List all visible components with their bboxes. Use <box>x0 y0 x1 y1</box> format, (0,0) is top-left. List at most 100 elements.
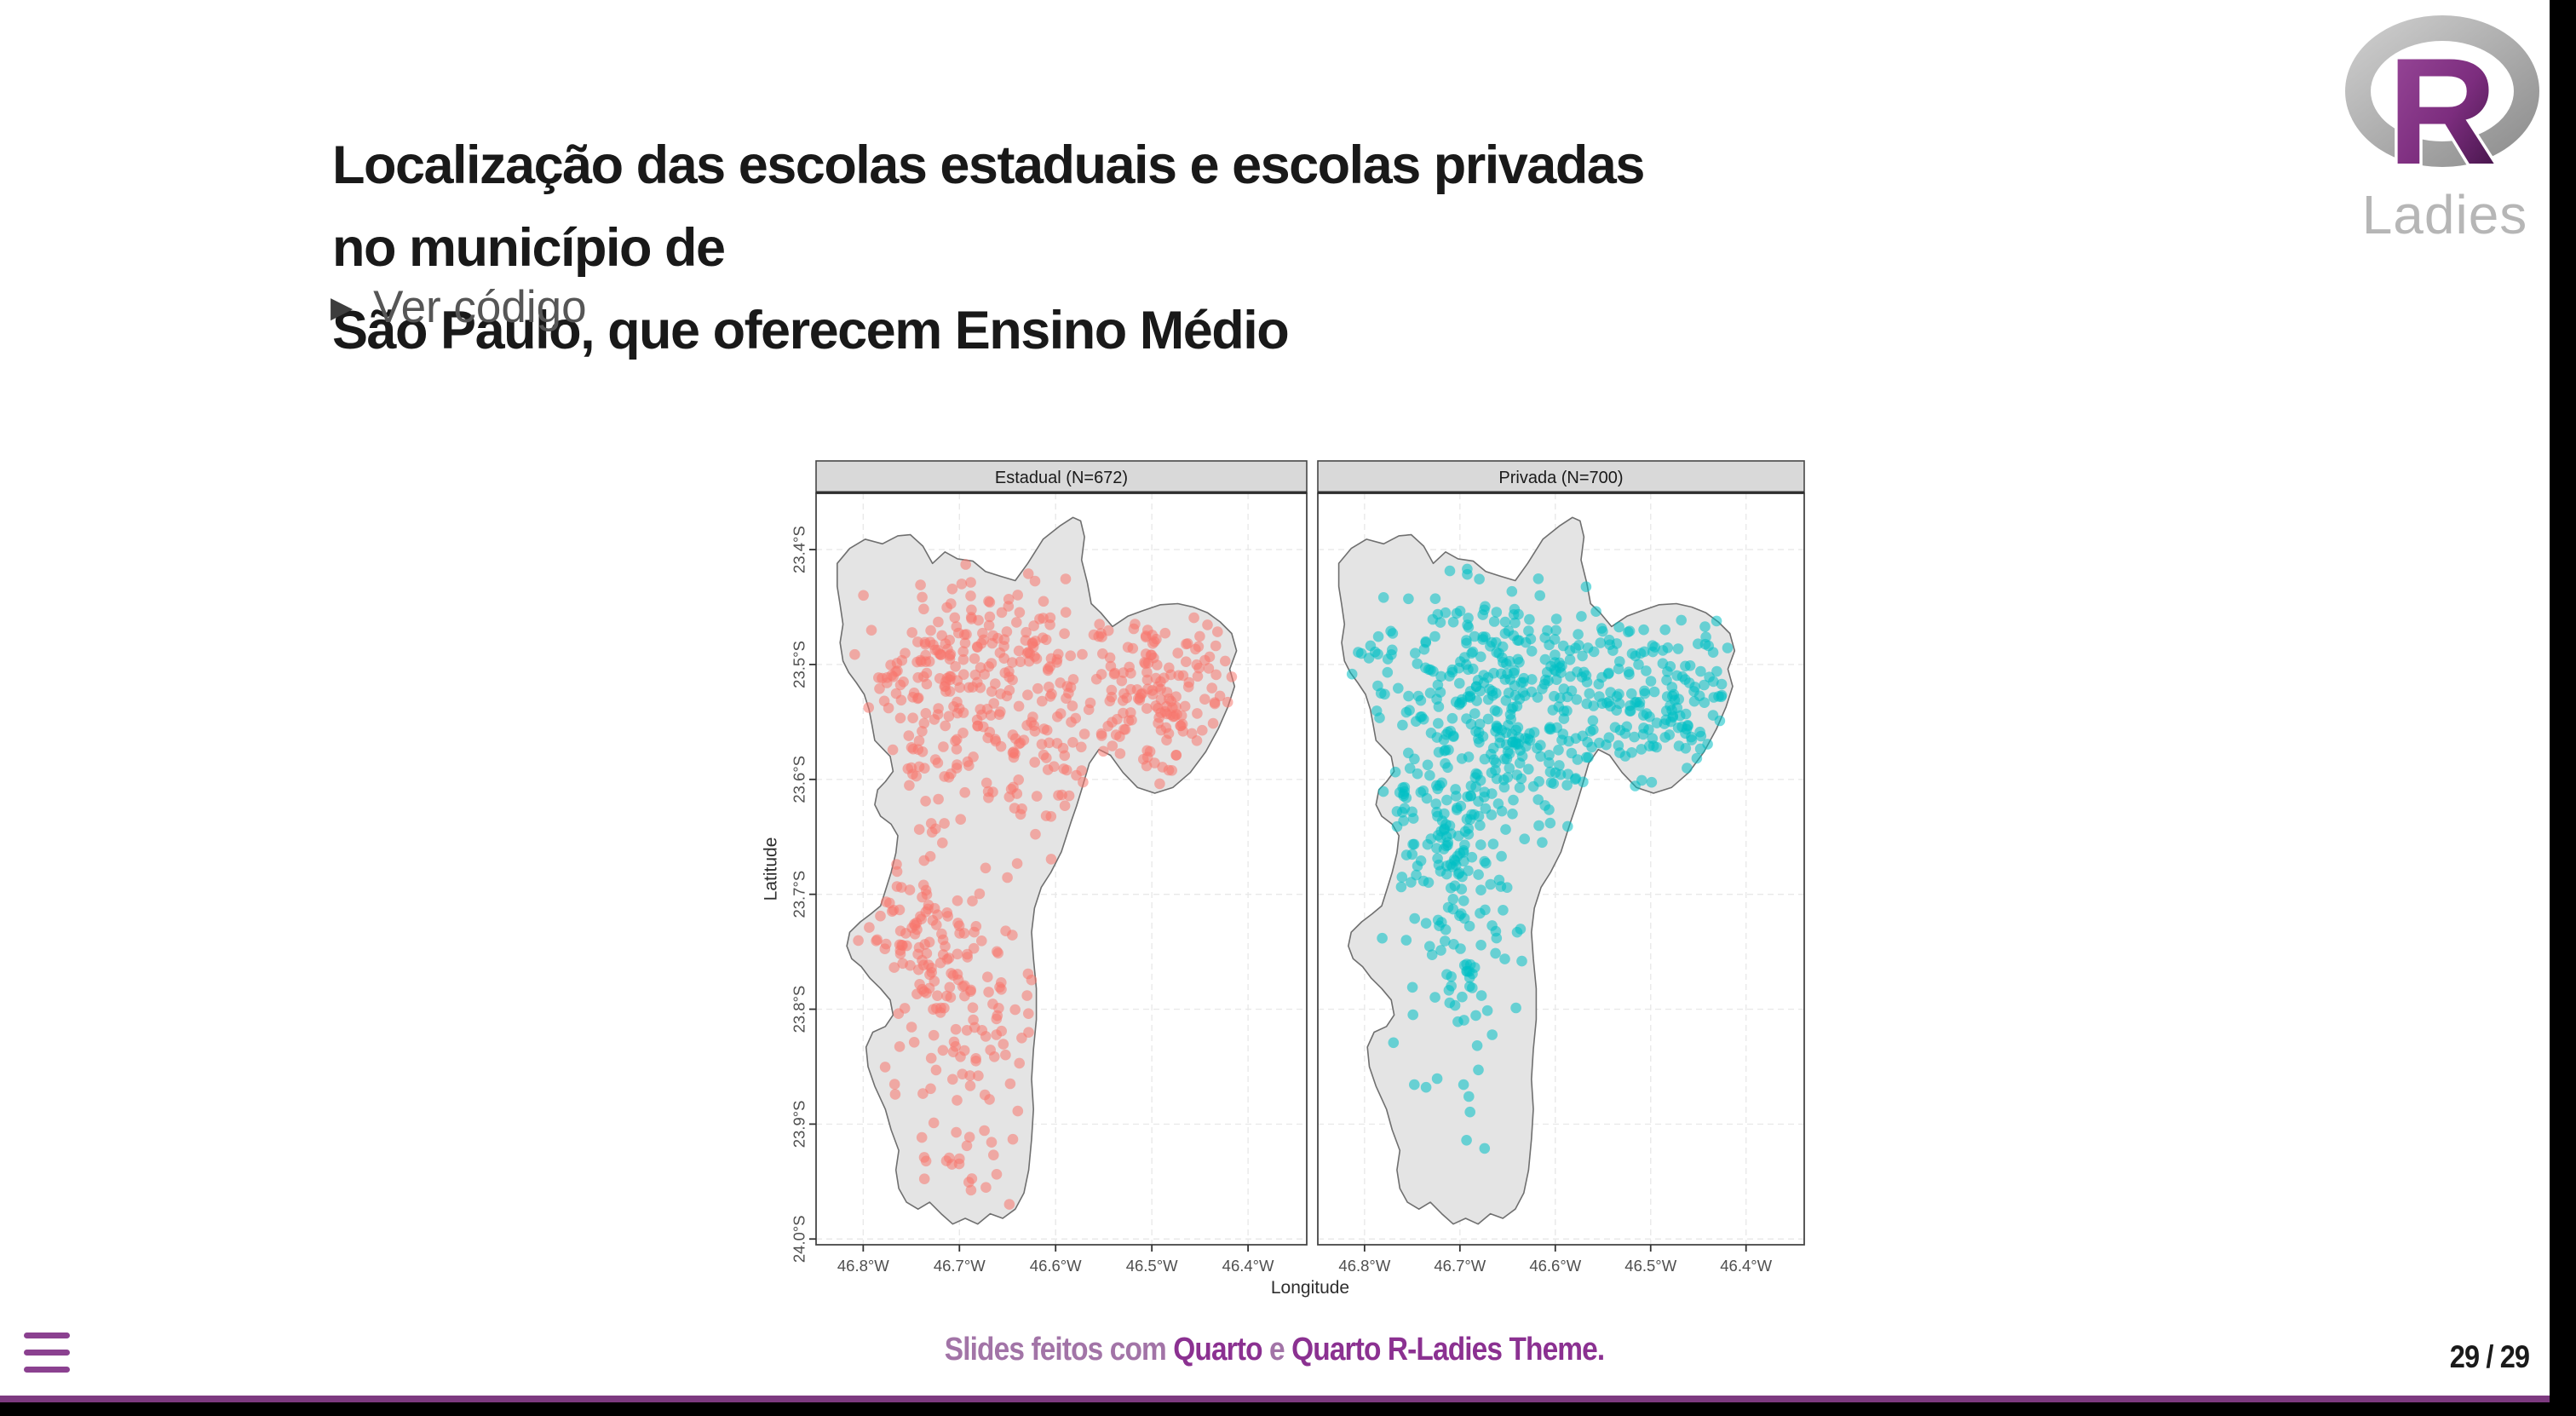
school-point <box>913 735 925 746</box>
school-point <box>1004 1078 1016 1090</box>
school-point <box>918 1152 930 1163</box>
school-point <box>1509 690 1521 701</box>
school-point <box>1377 592 1389 603</box>
school-point <box>920 796 931 807</box>
footer-link-rladies-theme[interactable]: Quarto R-Ladies Theme. <box>1291 1332 1606 1367</box>
school-point <box>1702 739 1713 750</box>
school-point <box>1625 705 1636 717</box>
school-point <box>1682 763 1693 774</box>
school-point <box>1537 837 1548 849</box>
school-point <box>965 612 977 623</box>
school-point <box>928 1117 940 1129</box>
school-point <box>879 943 891 954</box>
school-point <box>1514 757 1526 768</box>
school-point <box>1683 677 1695 688</box>
school-point <box>1573 629 1584 640</box>
school-point <box>952 707 963 719</box>
school-point <box>874 683 885 694</box>
slide-title-line2: São Paulo, que oferecem Ensino Médio <box>332 301 1290 361</box>
facet-strip <box>1317 460 1805 494</box>
x-axis-title: Longitude <box>1271 1278 1349 1298</box>
school-point <box>1469 809 1480 820</box>
school-point <box>1533 776 1544 787</box>
school-point <box>1469 708 1481 719</box>
school-point <box>1065 650 1076 661</box>
slide-menu-button[interactable] <box>24 1333 72 1384</box>
school-point <box>1491 647 1502 658</box>
code-disclosure: ▶ Ver código <box>331 281 587 333</box>
school-point <box>1125 707 1136 718</box>
school-point <box>1475 651 1486 663</box>
school-point <box>1458 895 1469 907</box>
school-point <box>1500 695 1512 706</box>
r-logo-ring <box>2345 15 2539 167</box>
school-point <box>1387 628 1399 639</box>
school-point <box>925 1052 937 1064</box>
school-point <box>1067 700 1078 711</box>
school-point <box>1481 1004 1493 1016</box>
footer-link-quarto[interactable]: Quarto <box>1173 1332 1263 1367</box>
school-point <box>924 636 936 648</box>
school-point <box>906 762 917 774</box>
school-point <box>1581 698 1592 710</box>
school-point <box>984 611 996 623</box>
school-point <box>1527 674 1538 685</box>
x-tick-label: 46.4°W <box>1720 1257 1772 1275</box>
school-point <box>1434 780 1446 791</box>
school-point <box>929 714 940 725</box>
school-point <box>1181 656 1192 667</box>
school-point <box>1102 721 1113 732</box>
school-point <box>1629 731 1640 743</box>
school-point <box>1114 748 1126 759</box>
school-point <box>1646 776 1658 788</box>
school-point <box>1210 640 1222 652</box>
footer-text-prefix: Slides feitos com <box>945 1332 1174 1367</box>
school-point <box>1045 811 1057 822</box>
slide-title: Localização das escolas estaduais e esco… <box>332 124 1661 372</box>
school-point <box>1023 655 1035 667</box>
school-point <box>1672 643 1684 654</box>
school-point <box>1466 851 1478 863</box>
school-point <box>1012 590 1023 601</box>
school-point <box>1458 959 1470 971</box>
school-point <box>933 703 944 714</box>
school-point <box>1024 648 1036 659</box>
school-point <box>1682 720 1693 732</box>
school-point <box>950 735 961 746</box>
code-disclosure-summary[interactable]: ▶ Ver código <box>331 281 587 333</box>
school-point <box>1514 657 1525 668</box>
school-point <box>1498 781 1510 793</box>
school-point <box>1636 774 1647 786</box>
school-point <box>1449 880 1461 891</box>
x-tick-label: 46.6°W <box>1529 1257 1581 1275</box>
school-point <box>1442 901 1454 913</box>
school-point <box>1496 850 1507 862</box>
school-point <box>975 638 987 649</box>
school-point <box>1456 753 1468 764</box>
school-point <box>1409 1079 1420 1091</box>
school-point <box>1061 693 1072 704</box>
school-point <box>973 1070 984 1081</box>
school-point <box>1435 671 1446 682</box>
school-point <box>1188 612 1199 624</box>
school-point <box>967 895 978 907</box>
school-point <box>965 590 976 602</box>
school-point <box>1582 642 1594 653</box>
school-point <box>1465 780 1477 791</box>
school-point <box>1059 628 1070 639</box>
school-point <box>1457 991 1468 1003</box>
school-point <box>1594 691 1605 702</box>
school-point <box>1449 999 1461 1011</box>
school-point <box>963 1131 975 1143</box>
school-point <box>1007 930 1018 941</box>
y-axis-title: Latitude <box>762 838 781 901</box>
school-point <box>1377 932 1388 944</box>
school-point <box>913 761 925 773</box>
school-point <box>983 792 994 803</box>
school-point <box>1027 711 1038 722</box>
school-point <box>911 770 922 782</box>
school-point <box>1429 630 1440 642</box>
school-point <box>1711 665 1722 677</box>
school-point <box>1377 786 1389 797</box>
school-point <box>956 578 968 590</box>
